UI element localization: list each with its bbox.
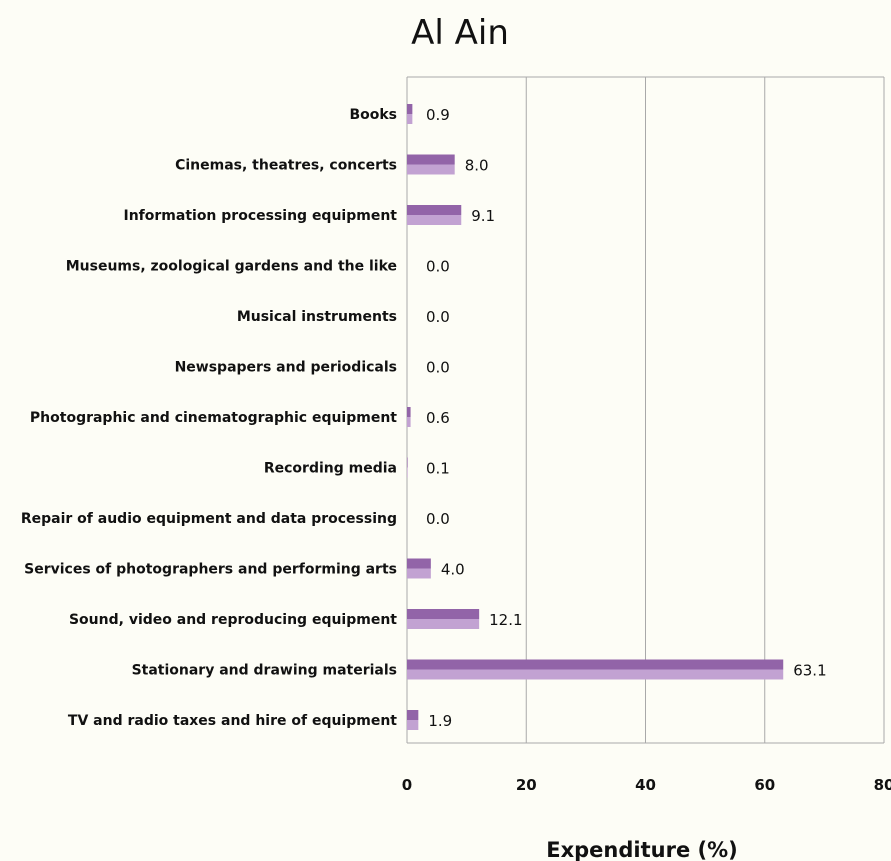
category-label: Services of photographers and performing… bbox=[24, 562, 397, 578]
value-label: 0.0 bbox=[426, 359, 450, 377]
bar-segment-bottom bbox=[407, 114, 413, 124]
bar-12 bbox=[407, 659, 784, 680]
value-label: 0.0 bbox=[426, 510, 450, 528]
bar-8 bbox=[407, 457, 408, 478]
x-tick-label: 20 bbox=[516, 776, 537, 794]
bar-1 bbox=[407, 104, 413, 124]
category-label: Information processing equipment bbox=[124, 208, 398, 224]
x-tick-label: 40 bbox=[635, 776, 656, 794]
x-tick-label: 60 bbox=[754, 776, 775, 794]
value-label: 0.0 bbox=[426, 258, 450, 276]
value-label: 12.1 bbox=[489, 611, 522, 629]
bar-segment-top bbox=[407, 558, 431, 569]
bar-13 bbox=[407, 710, 419, 730]
category-label: Photographic and cinematographic equipme… bbox=[30, 410, 397, 426]
bar-segment-top bbox=[407, 407, 411, 417]
bar-segment-top bbox=[407, 609, 480, 619]
category-label: Repair of audio equipment and data proce… bbox=[21, 511, 397, 527]
bar-7 bbox=[407, 407, 411, 427]
x-tick-label: 0 bbox=[402, 776, 412, 794]
x-axis-title: Expenditure (%) bbox=[546, 838, 737, 861]
category-label: Stationary and drawing materials bbox=[132, 663, 397, 679]
bar-segment-top bbox=[407, 104, 413, 114]
value-label: 4.0 bbox=[441, 561, 465, 579]
bar-2 bbox=[407, 154, 455, 175]
category-label: Newspapers and periodicals bbox=[175, 360, 397, 376]
category-label: Books bbox=[349, 107, 397, 123]
value-label: 63.1 bbox=[793, 662, 826, 680]
value-label: 1.9 bbox=[428, 712, 452, 730]
bar-segment-bottom bbox=[407, 619, 480, 629]
category-label: Cinemas, theatres, concerts bbox=[175, 158, 397, 174]
bar-segment-top bbox=[407, 659, 784, 670]
bar-segment-bottom bbox=[407, 669, 784, 680]
value-label: 8.0 bbox=[465, 157, 489, 175]
bar-segment-bottom bbox=[407, 568, 431, 579]
bar-10 bbox=[407, 558, 431, 579]
bar-segment-top bbox=[407, 154, 455, 165]
value-label: 0.6 bbox=[426, 409, 450, 427]
bar-segment-bottom bbox=[407, 215, 462, 225]
grid-lines bbox=[406, 76, 885, 744]
category-label: Musical instruments bbox=[237, 309, 397, 325]
value-label: 0.0 bbox=[426, 308, 450, 326]
category-label: Sound, video and reproducing equipment bbox=[69, 612, 397, 628]
value-labels: 0.9 8.0 9.1 0.0 0.0 0.0 0.6 0.1 0.0 4.0 12.1 63.1 1.… bbox=[426, 106, 827, 730]
x-tick-label: 80 bbox=[874, 776, 891, 794]
bar-11 bbox=[407, 609, 480, 629]
bar-3 bbox=[407, 205, 462, 225]
bar-segment-top bbox=[407, 457, 408, 468]
bar-segment-bottom bbox=[407, 164, 455, 175]
bar-segment-bottom bbox=[407, 417, 411, 427]
bar-segment-bottom bbox=[407, 720, 419, 730]
chart-title: Al Ain bbox=[411, 13, 509, 53]
bars bbox=[407, 104, 784, 730]
value-label: 9.1 bbox=[471, 207, 495, 225]
value-label: 0.1 bbox=[426, 460, 450, 478]
category-label: Recording media bbox=[264, 461, 397, 477]
category-label: TV and radio taxes and hire of equipment bbox=[68, 713, 397, 729]
value-label: 0.9 bbox=[426, 106, 450, 124]
bar-segment-top bbox=[407, 205, 462, 215]
x-tick-labels: 0 20 40 60 80 bbox=[402, 776, 891, 794]
category-labels: Books Cinemas, theatres, concerts Informat… bbox=[21, 107, 397, 729]
bar-segment-top bbox=[407, 710, 419, 720]
category-label: Museums, zoological gardens and the like bbox=[66, 259, 397, 275]
bar-segment-bottom bbox=[407, 467, 408, 478]
